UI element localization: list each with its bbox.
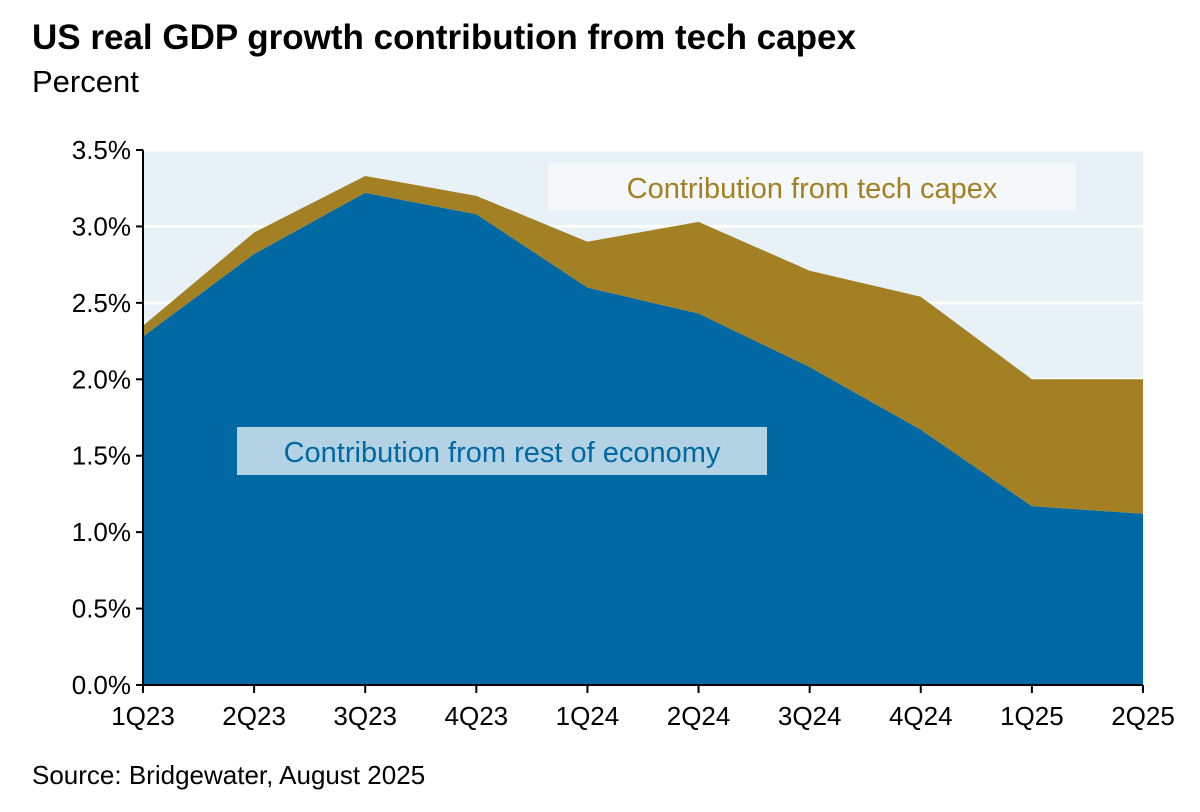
x-tick-label: 1Q23 xyxy=(111,701,175,731)
y-tick-label: 2.5% xyxy=(72,288,131,318)
y-tick-label: 1.0% xyxy=(72,517,131,547)
label-tech-capex-text: Contribution from tech capex xyxy=(627,173,998,205)
label-tech-capex: Contribution from tech capex xyxy=(548,163,1076,211)
source-note: Source: Bridgewater, August 2025 xyxy=(32,760,426,790)
area-series-tech-capex xyxy=(143,175,1143,514)
x-tick-label: 2Q24 xyxy=(667,701,731,731)
y-tick-label: 0.5% xyxy=(72,594,131,624)
x-tick-label: 2Q23 xyxy=(222,701,286,731)
x-tick-label: 4Q24 xyxy=(889,701,953,731)
y-tick-label: 3.5% xyxy=(72,135,131,165)
x-tick-label: 2Q25 xyxy=(1111,701,1175,731)
label-rest-of-economy-text: Contribution from rest of economy xyxy=(284,437,721,469)
x-tick-label: 1Q25 xyxy=(1000,701,1064,731)
label-rest-of-economy-box xyxy=(237,427,767,475)
y-tick-label: 1.5% xyxy=(72,441,131,471)
chart-title: US real GDP growth contribution from tec… xyxy=(32,18,856,57)
y-tick-label: 2.0% xyxy=(72,364,131,394)
y-tick-label: 3.0% xyxy=(72,211,131,241)
x-tick-label: 3Q24 xyxy=(778,701,842,731)
chart-subtitle: Percent xyxy=(32,64,139,99)
y-tick-label: 0.0% xyxy=(72,670,131,700)
x-tick-label: 1Q24 xyxy=(556,701,620,731)
label-rest-of-economy: Contribution from rest of economy xyxy=(237,427,767,475)
label-tech-capex-box xyxy=(548,163,1076,211)
x-tick-label: 4Q23 xyxy=(445,701,509,731)
x-tick-label: 3Q23 xyxy=(333,701,397,731)
